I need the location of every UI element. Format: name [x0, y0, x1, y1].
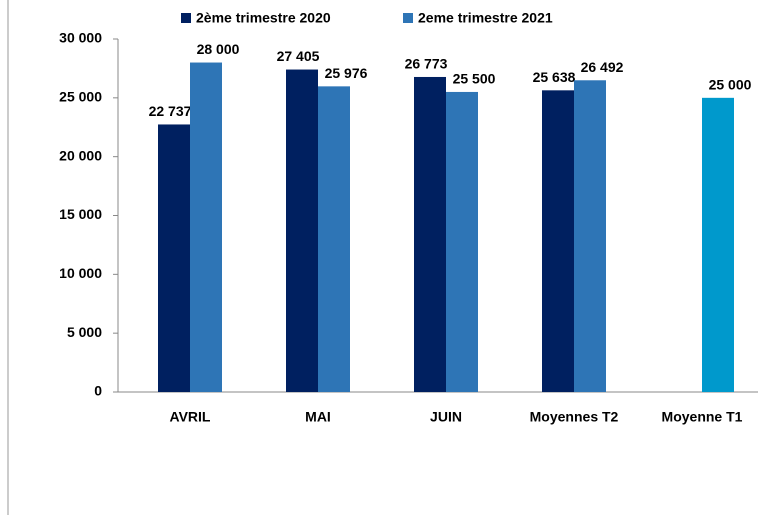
y-tick-label: 25 000 — [59, 89, 102, 105]
bar — [574, 80, 606, 392]
x-tick-label: AVRIL — [170, 409, 211, 425]
y-tick-label: 20 000 — [59, 147, 102, 163]
x-tick-label: MAI — [305, 409, 331, 425]
bar — [158, 124, 190, 392]
y-tick-label: 30 000 — [59, 30, 102, 46]
legend-label: 2ème trimestre 2020 — [196, 10, 331, 26]
x-tick-label: Moyenne T1 — [662, 409, 743, 425]
y-tick-label: 10 000 — [59, 265, 102, 281]
bar — [702, 97, 734, 392]
x-tick-label: Moyennes T2 — [530, 409, 619, 425]
y-tick-label: 5 000 — [67, 324, 102, 340]
legend-label: 2eme trimestre 2021 — [418, 10, 553, 26]
data-label: 22 737 — [149, 103, 192, 119]
legend-swatch — [181, 13, 191, 23]
y-tick-label: 15 000 — [59, 206, 102, 222]
bar — [542, 90, 574, 392]
data-label: 25 976 — [325, 65, 368, 81]
y-tick-label: 0 — [94, 383, 102, 399]
legend-swatch — [403, 13, 413, 23]
bar — [286, 69, 318, 393]
data-label: 25 500 — [453, 71, 496, 87]
bar — [318, 86, 350, 393]
data-label: 28 000 — [197, 41, 240, 57]
bar — [446, 91, 478, 392]
x-tick-label: JUIN — [430, 409, 462, 425]
data-label: 26 773 — [405, 56, 448, 72]
data-label: 26 492 — [581, 59, 624, 75]
data-label: 27 405 — [277, 48, 320, 64]
data-label: 25 638 — [533, 69, 576, 85]
bar — [414, 76, 446, 392]
data-label: 25 000 — [709, 77, 752, 93]
bar — [190, 62, 222, 393]
